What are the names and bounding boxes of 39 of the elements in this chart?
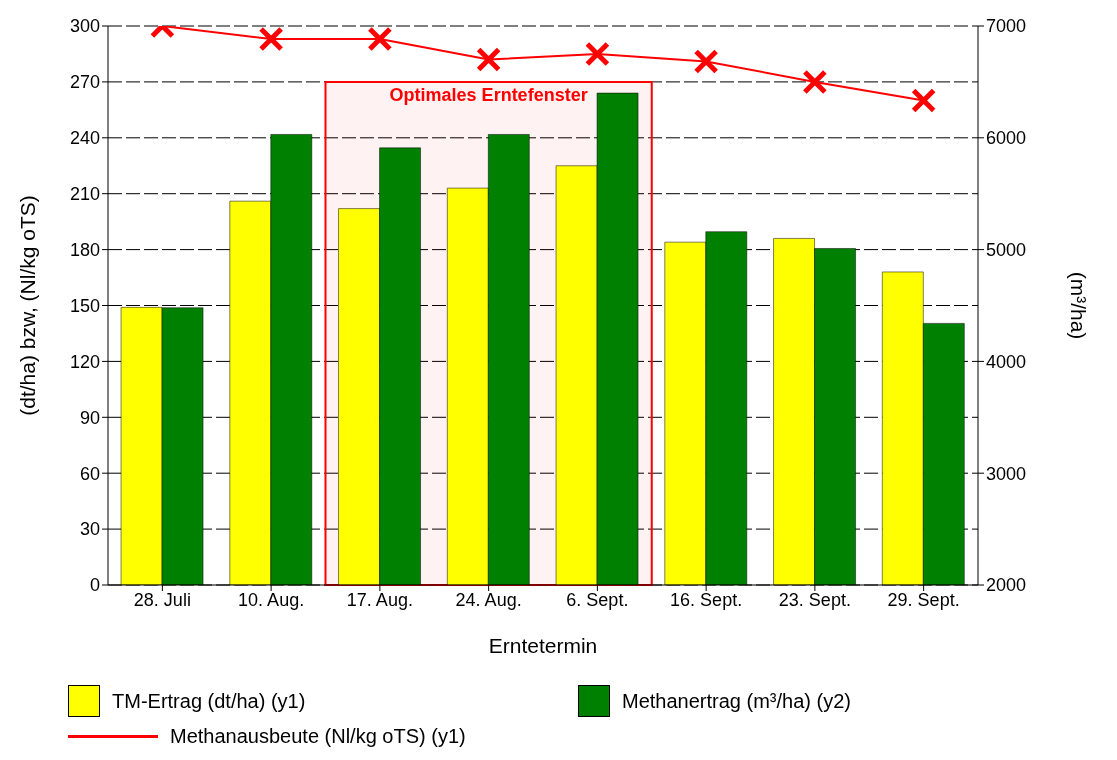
x-tick-label: 23. Sept. [778, 589, 851, 610]
point [258, 26, 284, 52]
x-tick-label: 29. Sept. [887, 589, 960, 610]
y-tick-label: 210 [69, 184, 100, 205]
legend-label: Methanertrag (m³/ha) (y2) [622, 689, 851, 713]
x-axis-title: Erntetermin [488, 634, 598, 657]
x-tick-label: 28. Juli [133, 589, 191, 610]
point [367, 26, 393, 52]
y2-tick-label: 6000 [986, 128, 1027, 149]
y2-tick-label: 7000 [986, 16, 1027, 37]
point [584, 41, 610, 67]
point [911, 88, 937, 114]
y-tick-label: 30 [79, 519, 100, 540]
y-tick-label: 270 [69, 72, 100, 93]
band-label: Optimales Erntefenster [389, 84, 588, 105]
y-tick-label: 150 [69, 295, 100, 316]
point [802, 69, 828, 95]
y-tick-label: 120 [69, 351, 100, 372]
y-tick-label: 90 [79, 407, 100, 428]
y2-tick-label: 2000 [986, 575, 1027, 596]
y2-axis-title: (m³/ha) [1066, 271, 1090, 340]
y2-tick-label: 5000 [986, 239, 1027, 260]
y-tick-label: 180 [69, 239, 100, 260]
legend-label: Methanausbeute (Nl/kg oTS) (y1) [170, 725, 466, 748]
y-tick-label: 0 [89, 575, 100, 596]
x-tick-label: 17. Aug. [346, 589, 413, 610]
y2-tick-label: 3000 [986, 463, 1027, 484]
point [693, 48, 719, 74]
legend-label: TM-Ertrag (dt/ha) (y1) [112, 689, 306, 713]
point [476, 47, 502, 73]
x-tick-label: 6. Sept. [566, 589, 629, 610]
y-axis-title: (dt/ha) bzw, (Nl/kg oTS) [16, 195, 40, 416]
y2-tick-label: 4000 [986, 351, 1027, 372]
y-tick-label: 60 [79, 463, 100, 484]
x-tick-label: 10. Aug. [238, 589, 305, 610]
y-tick-label: 300 [69, 16, 100, 37]
y-tick-label: 240 [69, 128, 100, 149]
x-tick-label: 16. Sept. [670, 589, 743, 610]
x-tick-label: 24. Aug. [455, 589, 522, 610]
